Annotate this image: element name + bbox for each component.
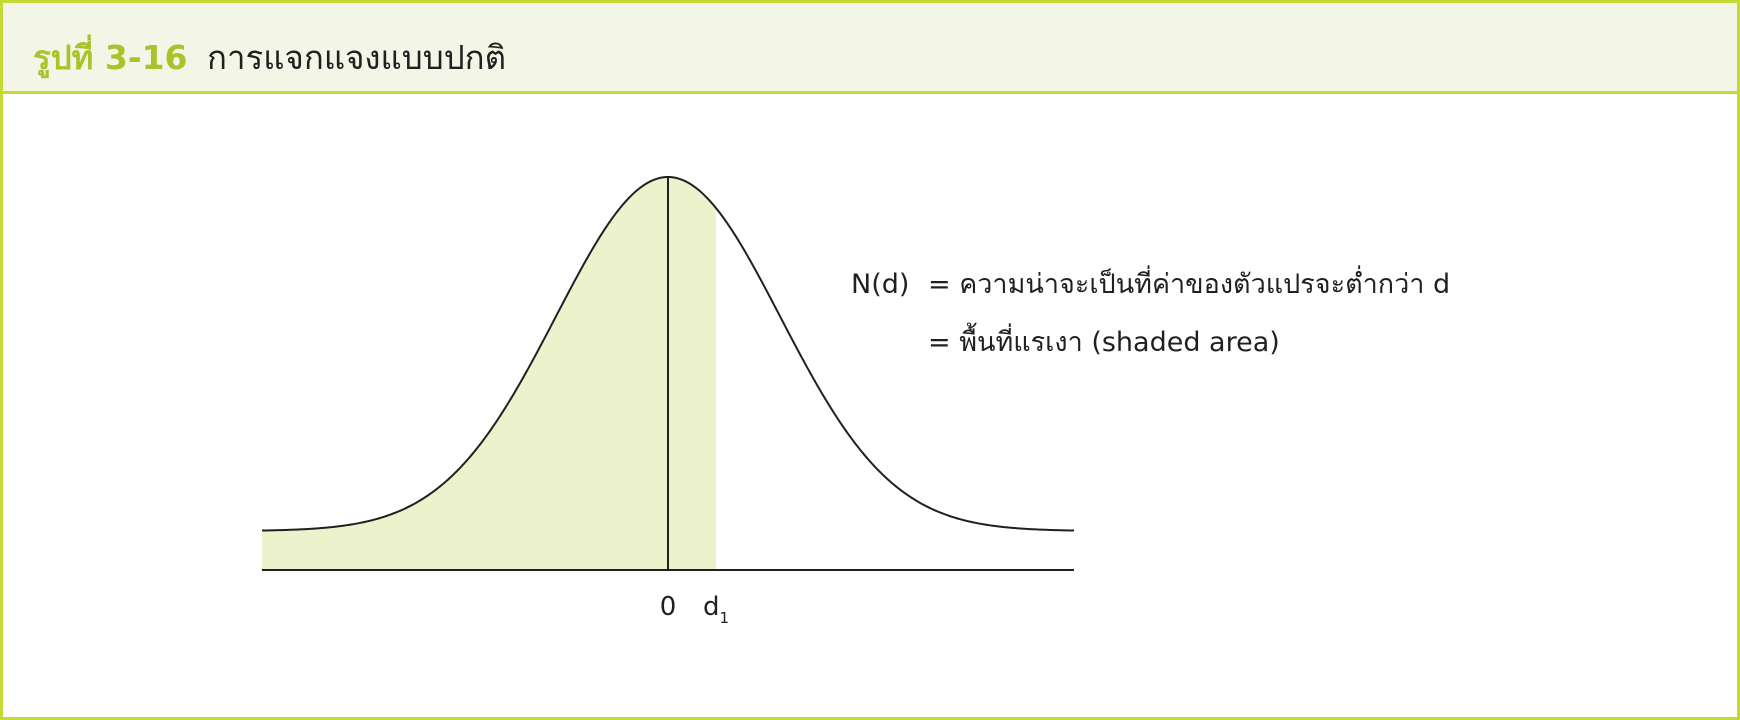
- tick-label-d-subscript: 1: [720, 609, 730, 627]
- annotation-line2: = พื้นที่แรเงา (shaded area): [928, 322, 1280, 358]
- tick-label-zero: 0: [660, 592, 677, 622]
- shaded-area: [262, 177, 716, 570]
- figure-title: การแจกแจงแบบปกติ: [207, 38, 507, 77]
- figure-number-label: รูปที่ 3-16: [33, 38, 188, 77]
- tick-label-d-base: d: [703, 592, 720, 622]
- annotation-lhs: N(d): [851, 269, 909, 300]
- tick-label-d1: d1: [703, 592, 729, 627]
- annotation-line1: = ความน่าจะเป็นที่ค่าของตัวแปรจะต่ำกว่า …: [928, 265, 1450, 300]
- figure-header: รูปที่ 3-16 การแจกแจงแบบปกติ: [3, 3, 1737, 94]
